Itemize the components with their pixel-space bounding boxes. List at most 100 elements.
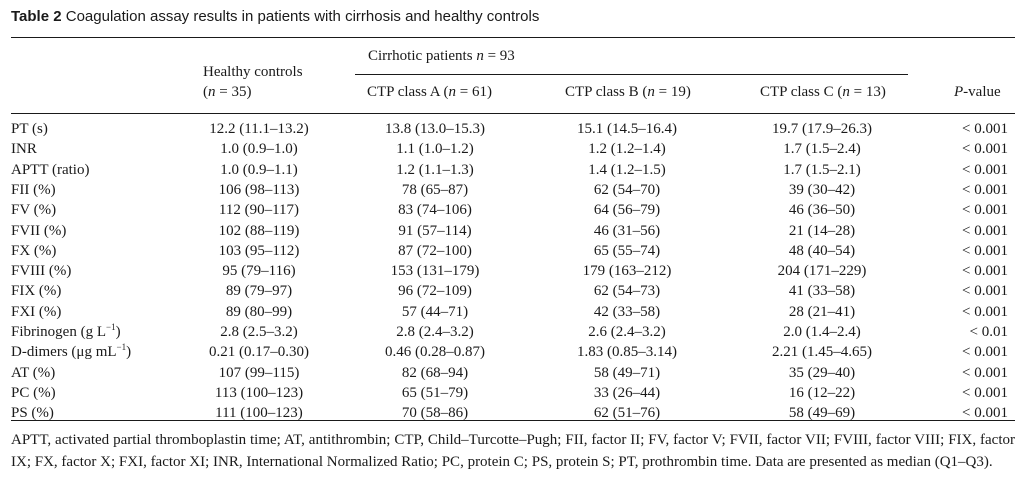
- row-label-text: FIX (%): [11, 283, 62, 300]
- cell-class-c: 16 (12–22): [788, 384, 856, 401]
- cell-class-c: 1.7 (1.5–2.1): [783, 161, 861, 178]
- row-label: FV (%): [11, 200, 56, 220]
- cell-class-c: 46 (36–50): [788, 202, 856, 219]
- cell-controls: 102 (88–119): [218, 222, 300, 239]
- cell-pvalue: < 0.001: [962, 121, 1008, 137]
- class-a-header: CTP class A (n = 61): [367, 84, 492, 101]
- row-label: Fibrinogen (g L−1): [11, 322, 121, 342]
- cell-pvalue: < 0.001: [962, 405, 1008, 422]
- cell-class-a: 1.1 (1.0–1.2): [396, 141, 474, 158]
- row-label-close: ): [115, 324, 121, 340]
- cell-pvalue: < 0.001: [962, 384, 1008, 401]
- cell-pvalue: < 0.001: [962, 242, 1008, 259]
- cell-class-c: 58 (49–69): [788, 405, 856, 422]
- cell-class-c: 2.0 (1.4–2.4): [783, 324, 861, 340]
- cell-class-a: 78 (65–87): [401, 181, 469, 198]
- cell-controls: 2.8 (2.5–3.2): [220, 324, 298, 340]
- row-label-text: PC (%): [11, 384, 56, 401]
- cell-class-a: 91 (57–114): [398, 222, 472, 239]
- cell-class-c: 35 (29–40): [788, 364, 856, 381]
- controls-close: = 35): [215, 84, 252, 100]
- row-label: INR: [11, 139, 37, 159]
- cell-pvalue: < 0.001: [962, 181, 1008, 198]
- row-label-text: APTT (ratio): [11, 161, 90, 178]
- cell-class-b: 65 (55–74): [593, 242, 661, 259]
- row-label-text: INR: [11, 141, 37, 158]
- cell-class-a: 0.46 (0.28–0.87): [385, 344, 485, 361]
- row-label: D-dimers (μg mL−1): [11, 342, 131, 362]
- pvalue-p: P: [954, 84, 964, 100]
- table-title: Coagulation assay results in patients wi…: [65, 8, 540, 25]
- cell-class-a: 13.8 (13.0–15.3): [385, 121, 485, 137]
- row-label-text: FX (%): [11, 242, 57, 259]
- cell-pvalue: < 0.001: [962, 364, 1008, 381]
- cell-class-c: 21 (14–28): [788, 222, 856, 239]
- row-label-text: AT (%): [11, 364, 56, 381]
- row-label-close: ): [126, 344, 132, 361]
- cell-pvalue: < 0.01: [969, 324, 1008, 340]
- cell-controls: 89 (79–97): [225, 283, 293, 300]
- row-label: PC (%): [11, 383, 56, 403]
- row-label-text: FXI (%): [11, 303, 62, 320]
- cell-class-a: 65 (51–79): [401, 384, 469, 401]
- cell-class-b: 42 (33–58): [593, 303, 661, 320]
- cell-class-b: 179 (163–212): [582, 263, 672, 280]
- cell-class-a: 82 (68–94): [401, 364, 469, 381]
- cell-class-a: 87 (72–100): [398, 242, 472, 259]
- controls-header-line1: Healthy controls: [203, 64, 303, 80]
- row-label-superscript: −1: [106, 322, 116, 332]
- cell-class-c: 48 (40–54): [788, 242, 856, 259]
- cell-class-b: 1.2 (1.2–1.4): [588, 141, 666, 158]
- class-c-prefix: CTP class C (: [760, 84, 843, 100]
- cell-controls: 1.0 (0.9–1.1): [220, 161, 298, 178]
- group-prefix: Cirrhotic patients: [368, 48, 477, 64]
- row-label-text: FII (%): [11, 181, 56, 198]
- cell-class-b: 2.6 (2.4–3.2): [588, 324, 666, 340]
- cell-class-a: 153 (131–179): [390, 263, 480, 280]
- row-label-text: PT (s): [11, 121, 48, 137]
- cell-pvalue: < 0.001: [962, 161, 1008, 178]
- row-label-text: Fibrinogen (g L: [11, 324, 106, 340]
- cell-pvalue: < 0.001: [962, 222, 1008, 239]
- cell-pvalue: < 0.001: [962, 283, 1008, 300]
- cell-controls: 95 (79–116): [222, 263, 296, 280]
- cell-class-c: 19.7 (17.9–26.3): [772, 121, 872, 137]
- row-label-text: D-dimers (μg mL: [11, 344, 117, 361]
- group-span-rule: [355, 74, 908, 75]
- cell-class-b: 62 (54–70): [593, 181, 661, 198]
- pvalue-header: P-value: [954, 84, 1001, 101]
- cell-class-b: 1.83 (0.85–3.14): [577, 344, 677, 361]
- cell-pvalue: < 0.001: [962, 202, 1008, 219]
- cell-class-c: 41 (33–58): [788, 283, 856, 300]
- row-label-text: PS (%): [11, 405, 54, 422]
- controls-n: n: [208, 84, 216, 100]
- cell-pvalue: < 0.001: [962, 344, 1008, 361]
- cell-class-a: 57 (44–71): [401, 303, 469, 320]
- cell-class-b: 62 (54–73): [593, 283, 661, 300]
- row-label: FII (%): [11, 180, 56, 200]
- row-label: AT (%): [11, 363, 55, 383]
- table-caption: Table 2 Coagulation assay results in pat…: [11, 8, 539, 25]
- cell-class-b: 58 (49–71): [593, 364, 661, 381]
- row-label: PS (%): [11, 403, 54, 423]
- cell-class-b: 33 (26–44): [593, 384, 661, 401]
- cell-pvalue: < 0.001: [962, 141, 1008, 158]
- cell-class-c: 39 (30–42): [788, 181, 856, 198]
- group-n: n: [476, 48, 484, 64]
- row-label-text: FVII (%): [11, 222, 67, 239]
- row-label: FIX (%): [11, 281, 61, 301]
- cell-class-c: 204 (171–229): [777, 263, 867, 280]
- cell-class-a: 96 (72–109): [398, 283, 472, 300]
- cell-pvalue: < 0.001: [962, 303, 1008, 320]
- cell-class-b: 64 (56–79): [593, 202, 661, 219]
- cell-class-a: 2.8 (2.4–3.2): [396, 324, 474, 340]
- cell-controls: 0.21 (0.17–0.30): [209, 344, 309, 361]
- class-c-n: n: [842, 84, 850, 100]
- controls-header-line2: (n = 35): [203, 84, 251, 101]
- class-b-prefix: CTP class B (: [565, 84, 648, 100]
- cell-class-b: 46 (31–56): [593, 222, 661, 239]
- cell-class-b: 62 (51–76): [593, 405, 661, 422]
- row-label: PT (s): [11, 119, 48, 139]
- cirrhotic-group-header: Cirrhotic patients n = 93: [368, 48, 515, 65]
- cell-class-a: 1.2 (1.1–1.3): [396, 161, 474, 178]
